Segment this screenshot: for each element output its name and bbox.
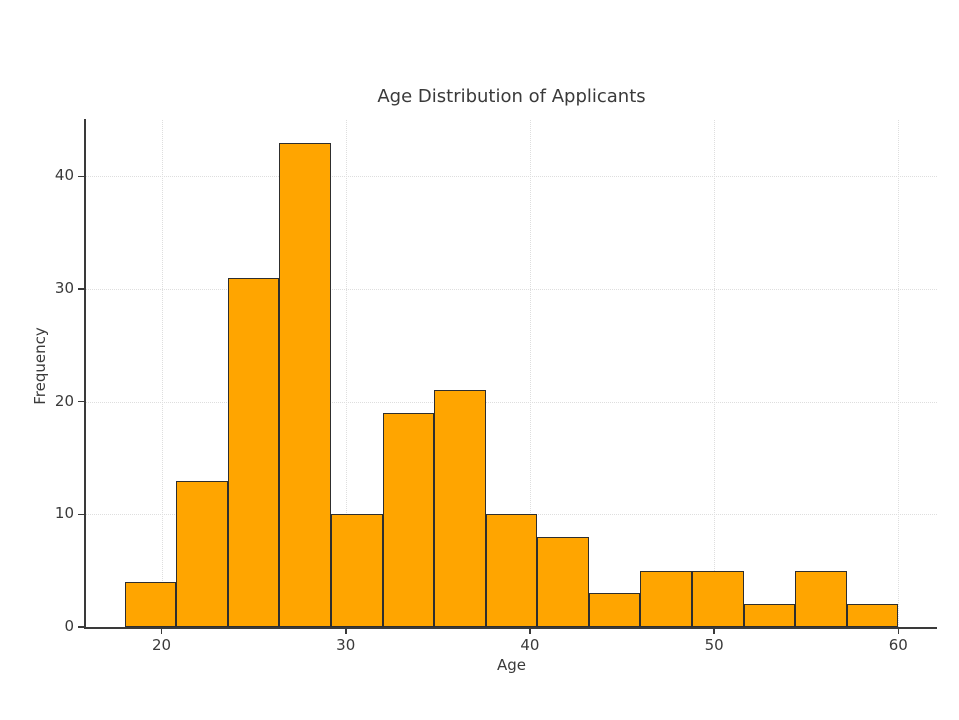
histogram-bar bbox=[382, 412, 435, 627]
histogram-bar bbox=[692, 570, 744, 627]
y-tick-mark bbox=[78, 626, 85, 628]
x-tick-mark bbox=[160, 628, 163, 634]
histogram-bar bbox=[434, 390, 486, 627]
histogram-bar bbox=[227, 277, 280, 627]
y-tick-mark bbox=[78, 175, 85, 178]
x-gridline bbox=[529, 120, 531, 627]
histogram-bar bbox=[588, 593, 641, 627]
x-tick-label: 60 bbox=[888, 636, 908, 654]
x-tick-label: 50 bbox=[704, 636, 724, 654]
histogram-bar bbox=[124, 581, 177, 627]
y-tick-label: 0 bbox=[64, 617, 74, 635]
x-axis-label: Age bbox=[496, 656, 526, 674]
x-tick-label: 40 bbox=[520, 636, 540, 654]
x-gridline bbox=[345, 120, 347, 627]
histogram-bar bbox=[176, 480, 228, 627]
histogram-bar bbox=[743, 604, 796, 627]
histogram-bar bbox=[279, 142, 331, 627]
histogram-bar bbox=[846, 604, 899, 627]
x-tick-mark bbox=[344, 628, 347, 634]
y-tick-mark bbox=[78, 513, 85, 516]
y-axis-spine bbox=[84, 119, 86, 628]
y-gridline bbox=[86, 401, 937, 403]
histogram-bar bbox=[795, 570, 847, 627]
plot-area: 20 30 40 50 60 0 10 20 30 40 bbox=[55, 119, 938, 654]
histogram-bar bbox=[537, 536, 589, 627]
x-gridline bbox=[898, 120, 900, 627]
y-tick-label: 30 bbox=[54, 279, 74, 297]
y-gridline bbox=[86, 176, 937, 178]
x-tick-mark bbox=[529, 628, 531, 634]
x-axis-spine bbox=[84, 627, 938, 629]
y-tick-label: 20 bbox=[54, 391, 74, 410]
x-tick-label: 20 bbox=[151, 636, 172, 654]
x-gridline bbox=[161, 120, 163, 627]
histogram-bar bbox=[485, 514, 538, 627]
y-gridline bbox=[86, 289, 937, 290]
y-tick-label: 40 bbox=[54, 166, 74, 185]
histogram-bar bbox=[330, 514, 383, 627]
y-tick-mark bbox=[78, 288, 85, 290]
histogram-bar bbox=[640, 570, 692, 627]
y-tick-mark bbox=[78, 400, 85, 403]
x-gridline bbox=[714, 120, 716, 627]
x-tick-mark bbox=[897, 628, 900, 634]
x-tick-mark bbox=[713, 628, 715, 634]
y-tick-label: 10 bbox=[54, 504, 74, 523]
x-tick-label: 30 bbox=[336, 636, 356, 654]
chart-title: Age Distribution of Applicants bbox=[377, 86, 646, 107]
